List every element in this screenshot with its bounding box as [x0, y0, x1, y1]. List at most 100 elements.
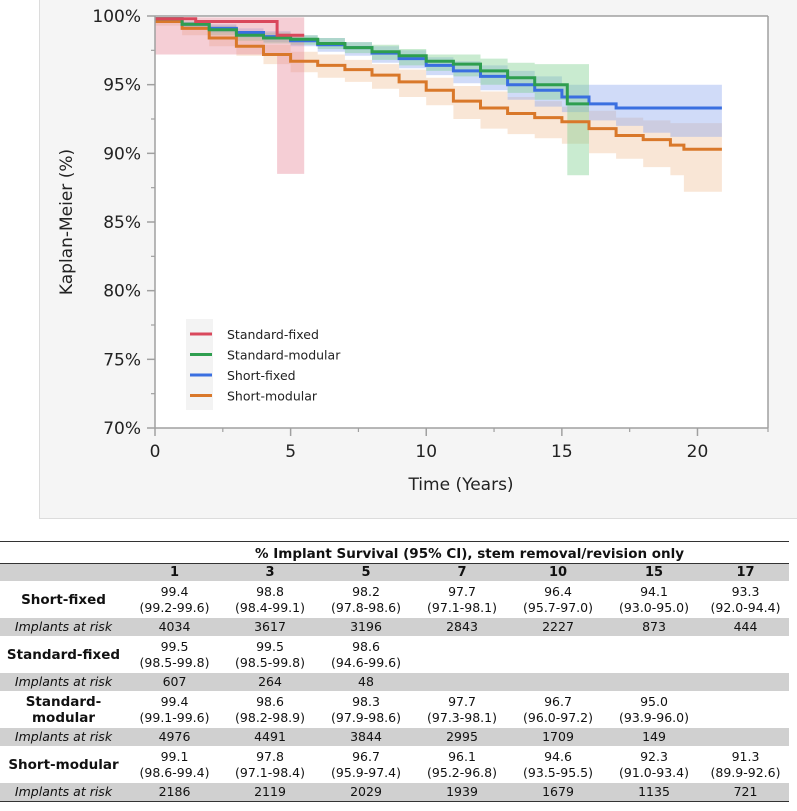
survival-estimate: 98.3: [352, 693, 380, 709]
survival-cell: 96.7 (95.9-97.4): [318, 746, 414, 783]
at-risk-count: [510, 673, 606, 691]
column-header-year: 7: [414, 563, 510, 581]
survival-estimate: 99.4: [160, 583, 189, 599]
survival-ci: (94.6-99.6): [331, 654, 401, 670]
implant-survival-table: % Implant Survival (95% CI), stem remova…: [0, 541, 790, 802]
survival-estimate: 94.6: [544, 748, 572, 764]
row-label-group: Short-fixed: [21, 591, 106, 608]
survival-cell: 97.8 (97.1-98.4): [222, 746, 318, 783]
table-row-at-risk: Implants at risk 2186 2119 2029 1939 1679 1135…: [0, 783, 790, 802]
at-risk-count: 2119: [222, 783, 318, 802]
table-row-survival: Short-fixed 99.4 (99.2-99.6) 98.8 (98.4-99.1…: [0, 581, 789, 618]
kaplan-meier-chart-panel: 70% 75% 80% 85% 90% 95% 100% 0 5 10 15 20 Time (Ye…: [39, 0, 797, 519]
at-risk-count: [606, 673, 702, 691]
column-header-year: 10: [510, 563, 606, 581]
survival-cell: 99.4 (99.2-99.6): [127, 581, 222, 618]
y-tick-label: 90%: [103, 144, 141, 164]
survival-ci: (97.8-98.6): [331, 599, 401, 615]
survival-estimate: 98.8: [256, 583, 284, 599]
survival-cell: [414, 636, 510, 673]
survival-estimate: 97.7: [448, 583, 476, 599]
column-header-year: 17: [702, 563, 790, 581]
survival-ci: (98.5-99.8): [235, 654, 305, 670]
table-row-survival: Short-modular 99.1 (98.6-99.4) 97.8 (97.1-98…: [0, 746, 789, 783]
x-tick-label: 0: [150, 442, 161, 462]
survival-ci: (93.9-96.0): [619, 709, 689, 725]
survival-table-container: % Implant Survival (95% CI), stem remova…: [0, 541, 790, 802]
survival-cell: 96.7 (96.0-97.2): [510, 691, 606, 728]
survival-cell: 99.5 (98.5-99.8): [127, 636, 222, 673]
survival-estimate: 95.0: [640, 693, 668, 709]
header-corner: [0, 563, 127, 581]
legend-label-short-modular: Short-modular: [227, 389, 318, 404]
survival-ci: (99.2-99.6): [139, 599, 210, 615]
survival-ci: (91.0-93.4): [619, 764, 689, 780]
survival-ci: (97.1-98.4): [235, 764, 305, 780]
survival-ci: (98.4-99.1): [235, 599, 305, 615]
at-risk-count: 721: [702, 783, 790, 802]
at-risk-count: 607: [127, 673, 222, 691]
table-row-at-risk: Implants at risk 4034 3617 3196 2843 2227 873 4…: [0, 618, 790, 636]
table-title-spacer: [0, 541, 127, 564]
table-row-at-risk: Implants at risk 4976 4491 3844 2995 1709 149: [0, 728, 790, 746]
survival-cell: [702, 691, 789, 728]
survival-estimate: 99.4: [160, 693, 189, 709]
survival-cell: 99.4 (99.1-99.6): [127, 691, 222, 728]
survival-curve-short-modular: [155, 20, 722, 151]
survival-cell: 96.4 (95.7-97.0): [510, 581, 606, 618]
survival-cell: [702, 636, 789, 673]
at-risk-count: [414, 673, 510, 691]
survival-estimate: 98.6: [352, 638, 380, 654]
at-risk-count: 264: [222, 673, 318, 691]
survival-estimate: 99.5: [160, 638, 189, 654]
survival-estimate: 92.3: [640, 748, 668, 764]
legend: Standard-fixed Standard-modular Short-fixe…: [186, 319, 341, 410]
survival-curves: [155, 17, 722, 151]
survival-estimate: 96.7: [352, 748, 380, 764]
survival-cell: [606, 636, 702, 673]
row-label-line: Standard-: [25, 693, 102, 710]
y-tick-label: 95%: [103, 76, 141, 96]
survival-cell: 99.1 (98.6-99.4): [127, 746, 222, 783]
y-tick-label: 80%: [103, 282, 141, 302]
at-risk-count: 149: [606, 728, 702, 746]
survival-estimate: 94.1: [640, 583, 668, 599]
table-body: 1 3 5 7 10 15 17 Short-fixed 99.4 (99.2-99.6) 98.…: [0, 563, 790, 802]
kaplan-meier-chart: 70% 75% 80% 85% 90% 95% 100% 0 5 10 15 20 Time (Ye…: [57, 7, 769, 495]
table-title-row: % Implant Survival (95% CI), stem remova…: [0, 541, 790, 564]
at-risk-count: 4976: [127, 728, 222, 746]
at-risk-count: 4491: [222, 728, 318, 746]
table-title: % Implant Survival (95% CI), stem remova…: [127, 541, 790, 564]
survival-ci: (97.9-98.6): [331, 709, 401, 725]
x-tick-label: 10: [415, 442, 437, 462]
survival-cell: 95.0 (93.9-96.0): [606, 691, 702, 728]
at-risk-count: [702, 728, 790, 746]
at-risk-count: [702, 673, 790, 691]
survival-estimate: 97.7: [448, 693, 476, 709]
legend-label-short-fixed: Short-fixed: [227, 368, 296, 383]
at-risk-count: 4034: [127, 618, 222, 636]
survival-cell: 92.3 (91.0-93.4): [606, 746, 702, 783]
at-risk-count: 3617: [222, 618, 318, 636]
survival-cell: 98.6 (98.2-98.9): [222, 691, 318, 728]
x-axis-ticks: 0 5 10 15 20: [150, 428, 769, 462]
column-header-year: 1: [127, 563, 222, 581]
legend-label-standard-modular: Standard-modular: [227, 348, 341, 363]
survival-ci: (95.2-96.8): [427, 764, 497, 780]
survival-cell: 93.3 (92.0-94.4): [702, 581, 789, 618]
survival-ci: (97.1-98.1): [427, 599, 497, 615]
at-risk-label: Implants at risk: [0, 783, 127, 802]
survival-cell: 98.2 (97.8-98.6): [318, 581, 414, 618]
at-risk-count: 1679: [510, 783, 606, 802]
survival-ci: (93.0-95.0): [619, 599, 689, 615]
row-label-group: Standard-modular: [0, 691, 127, 728]
at-risk-count: 873: [606, 618, 702, 636]
y-tick-label: 85%: [103, 213, 141, 233]
survival-estimate: 93.3: [731, 583, 760, 599]
survival-cell: 98.3 (97.9-98.6): [318, 691, 414, 728]
survival-ci: (93.5-95.5): [523, 764, 593, 780]
y-tick-label: 75%: [103, 350, 141, 370]
survival-estimate: 96.7: [544, 693, 572, 709]
survival-curve-standard-fixed: [155, 17, 305, 37]
y-tick-label: 100%: [92, 7, 141, 27]
